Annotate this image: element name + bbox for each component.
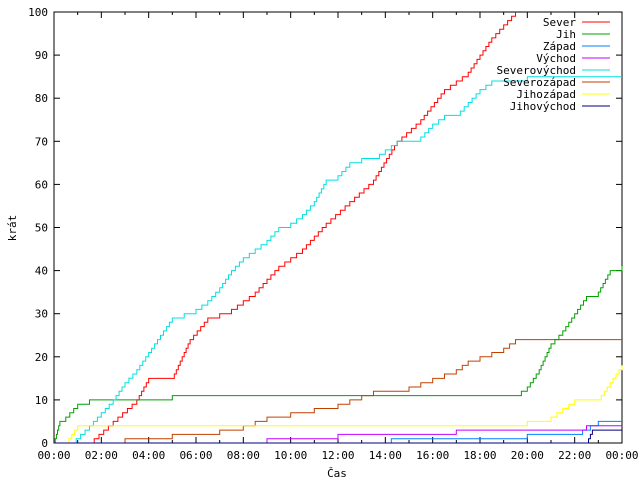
x-tick-label: 02:00	[85, 449, 118, 462]
y-tick-label: 90	[35, 49, 48, 62]
legend-label: Západ	[543, 40, 576, 53]
x-tick-label: 22:00	[558, 449, 591, 462]
series-line-Severozápad	[54, 339, 622, 444]
y-tick-label: 30	[35, 308, 48, 321]
y-axis: 0 10 20 30 40 50 60 70 80 90 100	[28, 6, 622, 450]
x-tick-label: 12:00	[321, 449, 354, 462]
y-tick-label: 10	[35, 394, 48, 407]
x-axis-label: Čas	[327, 467, 347, 480]
y-tick-label: 0	[41, 437, 48, 450]
x-axis: 00:00 02:00 04:00 06:00 08:00 10:00 12:00 14:00…	[37, 12, 639, 462]
y-tick-label: 50	[35, 222, 48, 235]
x-tick-label: 16:00	[416, 449, 449, 462]
x-tick-label: 18:00	[463, 449, 496, 462]
series-line-Jih	[54, 266, 623, 444]
x-tick-label: 14:00	[369, 449, 402, 462]
y-tick-label: 40	[35, 265, 48, 278]
series-line-Jihovýchod	[54, 429, 622, 444]
x-tick-label: 00:00	[37, 449, 70, 462]
x-tick-label: 04:00	[132, 449, 165, 462]
legend-label: Jihozápad	[516, 88, 576, 101]
legend-label: Severozápad	[503, 76, 576, 89]
legend: SeverJihZápadVýchodSeverovýchodSeverozáp…	[497, 16, 610, 113]
x-tick-label: 20:00	[511, 449, 544, 462]
y-tick-label: 20	[35, 351, 48, 364]
legend-label: Severovýchod	[497, 64, 576, 77]
x-tick-label: 00:00	[605, 449, 638, 462]
x-tick-label: 06:00	[179, 449, 212, 462]
y-tick-label: 60	[35, 178, 48, 191]
legend-label: Jih	[556, 28, 576, 41]
y-tick-label: 80	[35, 92, 48, 105]
legend-label: Sever	[543, 16, 576, 29]
x-tick-label: 08:00	[227, 449, 260, 462]
series-line-Sever	[54, 12, 516, 444]
y-axis-label: krát	[6, 215, 19, 242]
x-tick-label: 10:00	[274, 449, 307, 462]
series-lines	[54, 12, 623, 444]
legend-label: Východ	[536, 52, 576, 65]
y-tick-label: 100	[28, 6, 48, 19]
y-tick-label: 70	[35, 135, 48, 148]
legend-label: Jihovýchod	[510, 100, 576, 113]
series-line-Severovýchod	[54, 76, 622, 444]
series-line-Jihozápad	[54, 365, 623, 444]
series-line-Východ	[54, 425, 622, 444]
